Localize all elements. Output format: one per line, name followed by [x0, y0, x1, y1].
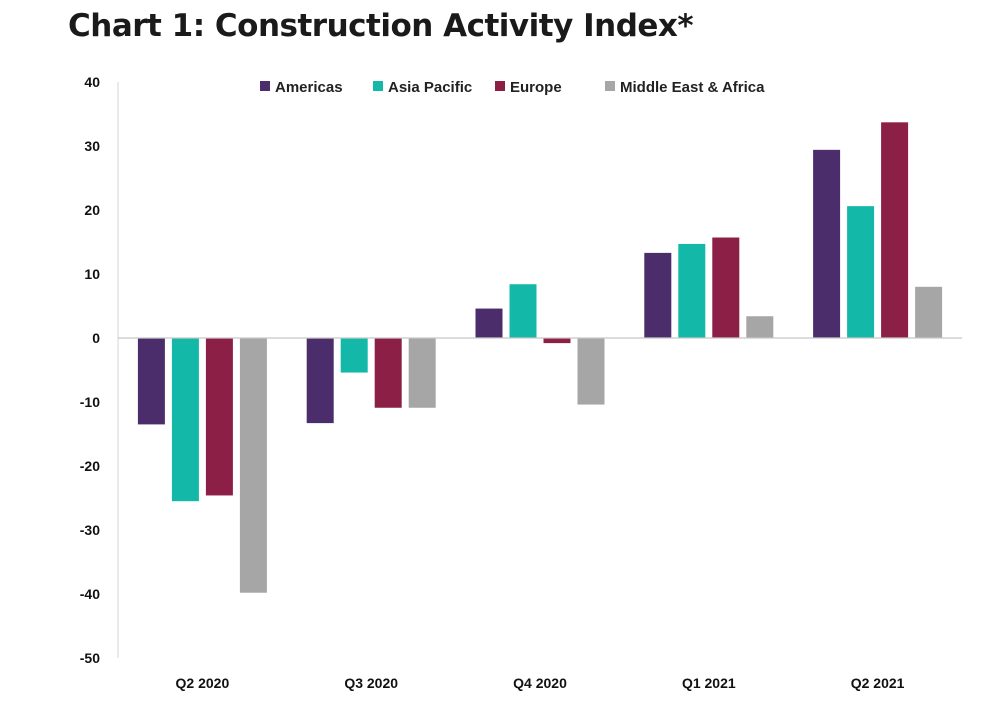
bar	[678, 243, 706, 338]
bar	[374, 338, 402, 408]
x-tick-label: Q2 2021	[851, 675, 905, 691]
y-tick-label: 0	[92, 330, 100, 346]
x-tick-label: Q2 2020	[176, 675, 230, 691]
legend-swatch	[260, 81, 270, 91]
bar	[847, 206, 875, 338]
bar	[813, 149, 841, 338]
x-axis: Q2 2020 Q3 2020 Q4 2020 Q1 2021 Q2 2021	[118, 337, 962, 691]
legend-swatch	[605, 81, 615, 91]
x-tick-label: Q3 2020	[344, 675, 398, 691]
y-tick-label: -40	[80, 586, 100, 602]
y-tick-label: 20	[84, 202, 100, 218]
legend-label: Americas	[275, 79, 343, 96]
bar	[340, 338, 368, 373]
bar	[137, 338, 165, 425]
bar	[712, 237, 740, 338]
legend-swatch	[373, 81, 383, 91]
x-tick-label: Q1 2021	[682, 675, 736, 691]
bar	[205, 338, 233, 496]
y-tick-label: 40	[84, 74, 100, 90]
legend-swatch	[495, 81, 505, 91]
chart-title: Chart 1: Construction Activity Index*	[68, 8, 694, 44]
legend-label: Asia Pacific	[388, 79, 472, 96]
x-tick-label: Q4 2020	[513, 675, 567, 691]
bar	[408, 338, 436, 408]
bar	[881, 122, 909, 338]
bar	[644, 252, 672, 338]
y-tick-label: 10	[84, 266, 100, 282]
legend-label: Middle East & Africa	[620, 79, 765, 96]
legend: Americas Asia Pacific Europe Middle East & …	[260, 79, 765, 96]
legend-label: Europe	[510, 79, 562, 96]
bar	[543, 338, 571, 344]
y-axis: 40 30 20 10 0 -10 -20 -30 -40 -50	[80, 74, 119, 666]
bar	[306, 338, 334, 424]
y-tick-label: -30	[80, 522, 100, 538]
bar	[239, 338, 267, 593]
bar	[475, 308, 503, 338]
y-tick-label: -20	[80, 458, 100, 474]
bars	[137, 122, 943, 593]
bar	[509, 284, 537, 338]
y-tick-label: -50	[80, 650, 100, 666]
bar	[171, 338, 199, 502]
y-tick-label: -10	[80, 394, 100, 410]
bar	[577, 338, 605, 405]
bar	[746, 316, 774, 338]
bar	[915, 286, 943, 338]
y-tick-label: 30	[84, 138, 100, 154]
